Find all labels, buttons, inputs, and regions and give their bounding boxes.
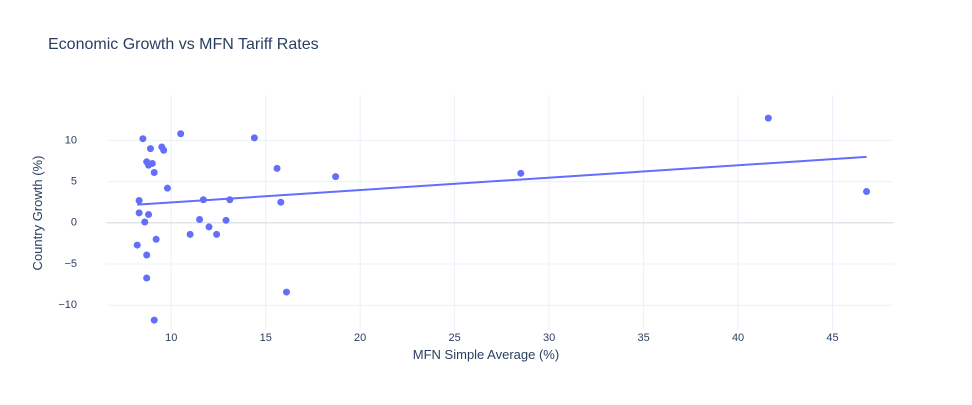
data-point[interactable] (277, 198, 285, 206)
data-point[interactable] (135, 197, 143, 205)
data-point[interactable] (517, 169, 525, 177)
y-tick-label: −5 (64, 258, 77, 270)
x-axis-title: MFN Simple Average (%) (413, 347, 559, 362)
chart-title: Economic Growth vs MFN Tariff Rates (48, 36, 319, 53)
trendline-layer (137, 155, 867, 206)
data-point[interactable] (177, 130, 185, 138)
data-point[interactable] (145, 211, 153, 219)
data-point[interactable] (163, 184, 171, 192)
data-point[interactable] (199, 196, 207, 204)
x-tick-label: 45 (826, 332, 838, 344)
data-point[interactable] (148, 159, 156, 167)
data-point[interactable] (764, 114, 772, 122)
x-tick-label: 10 (165, 332, 177, 344)
data-point[interactable] (332, 173, 340, 181)
trendline (137, 155, 867, 206)
data-point[interactable] (143, 274, 151, 282)
data-point[interactable] (150, 169, 158, 177)
y-tick-label: 5 (71, 175, 77, 187)
data-point[interactable] (226, 196, 234, 204)
data-point[interactable] (152, 235, 160, 243)
x-tick-label: 25 (449, 332, 461, 344)
data-point[interactable] (205, 223, 213, 231)
data-point[interactable] (135, 209, 143, 217)
data-point[interactable] (150, 316, 158, 324)
y-axis-title: Country Growth (%) (30, 156, 45, 271)
data-point[interactable] (282, 288, 290, 296)
data-point[interactable] (186, 230, 194, 238)
x-tick-label: 20 (354, 332, 366, 344)
data-point[interactable] (213, 230, 221, 238)
x-tick-label: 35 (637, 332, 649, 344)
data-point[interactable] (133, 241, 141, 249)
data-point[interactable] (196, 216, 204, 224)
y-tick-label: 0 (71, 217, 77, 229)
data-point[interactable] (160, 146, 168, 154)
data-point[interactable] (143, 251, 151, 259)
x-tick-label: 30 (543, 332, 555, 344)
data-point[interactable] (146, 145, 154, 153)
y-tick-label: −10 (58, 299, 77, 311)
tick-labels: 10 15 20 25 30 35 40 45 −10 −5 0 5 10 (58, 134, 838, 344)
data-point[interactable] (222, 216, 230, 224)
data-points (133, 114, 871, 324)
x-tick-label: 15 (260, 332, 272, 344)
grid-lines (107, 95, 893, 330)
x-tick-label: 40 (732, 332, 744, 344)
data-point[interactable] (250, 134, 258, 142)
data-point[interactable] (863, 187, 871, 195)
data-point[interactable] (273, 164, 281, 172)
data-point[interactable] (139, 135, 147, 143)
y-tick-label: 10 (65, 134, 77, 146)
data-point[interactable] (141, 218, 149, 226)
